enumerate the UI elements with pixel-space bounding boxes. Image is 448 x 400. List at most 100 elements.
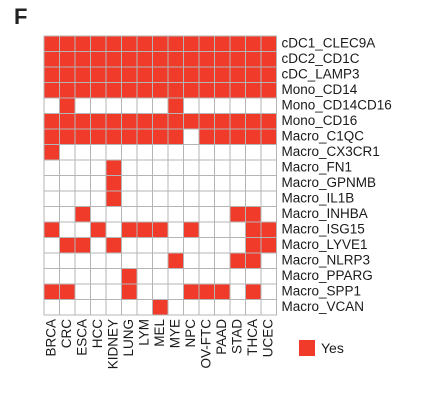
heatmap-cell [198,221,215,238]
column-label: LYM [136,319,151,346]
heatmap-cell [136,175,153,192]
heatmap-cell [43,144,60,161]
row-label: Mono_CD16 [282,113,358,128]
heatmap-cell [198,35,215,52]
heatmap-cell [183,128,200,145]
row-label: Macro_SPP1 [282,283,362,298]
heatmap-cell [183,237,200,254]
column-label: THCA [245,319,260,356]
heatmap-cell [229,51,246,68]
row-label: Macro_NLRP3 [282,252,371,267]
heatmap-cell [136,299,153,316]
heatmap-cells [43,35,277,316]
heatmap-cell [260,237,277,254]
column-label: UCEC [260,319,275,358]
heatmap-cell [105,159,122,176]
heatmap-cell [167,252,184,269]
heatmap-cell [183,159,200,176]
heatmap-cell [74,113,91,130]
heatmap-cell [121,299,138,316]
heatmap-cell [198,113,215,130]
heatmap-cell [105,35,122,52]
column-label: KIDNEY [105,319,120,369]
heatmap-cell [245,206,262,223]
heatmap-cell [183,221,200,238]
heatmap-cell [183,190,200,207]
heatmap-cell [214,206,231,223]
heatmap-cell [152,283,169,300]
heatmap-cell [136,268,153,285]
heatmap-cell [43,283,60,300]
heatmap-cell [198,159,215,176]
heatmap-cell [90,237,107,254]
panel-letter: F [14,4,28,29]
row-label: Macro_CX3CR1 [282,144,380,159]
heatmap-cell [74,268,91,285]
heatmap-cell [183,35,200,52]
legend-swatch-yes [299,340,315,356]
heatmap-cell [59,268,76,285]
heatmap-cell [152,252,169,269]
heatmap-cell [136,144,153,161]
heatmap-cell [90,190,107,207]
heatmap-cell [198,190,215,207]
row-label: Macro_IL1B [282,190,355,205]
heatmap-cell [59,51,76,68]
heatmap-cell [214,221,231,238]
heatmap-cell [167,128,184,145]
heatmap-cell [260,252,277,269]
heatmap-cell [183,299,200,316]
heatmap-cell [229,159,246,176]
heatmap-cell [167,237,184,254]
heatmap-cell [183,175,200,192]
heatmap-cell [229,299,246,316]
heatmap-cell [245,144,262,161]
heatmap-cell [136,128,153,145]
heatmap-cell [198,82,215,99]
heatmap-cell [198,252,215,269]
heatmap-cell [167,206,184,223]
heatmap-cell [121,252,138,269]
heatmap-cell [245,252,262,269]
row-label: Macro_VCAN [282,299,365,314]
column-label: MEL [152,319,167,347]
heatmap-cell [59,66,76,83]
heatmap-cell [74,35,91,52]
heatmap-cell [43,252,60,269]
heatmap-cell [59,237,76,254]
column-label: HCC [90,319,105,348]
heatmap-cell [183,268,200,285]
heatmap-cell [43,206,60,223]
row-label: Macro_INHBA [282,206,368,221]
heatmap-cell [43,159,60,176]
row-label: Macro_GPNMB [282,175,377,190]
heatmap-cell [245,51,262,68]
heatmap-cell [152,206,169,223]
heatmap-cell [198,175,215,192]
heatmap-cell [136,283,153,300]
heatmap-cell [214,128,231,145]
heatmap-cell [152,144,169,161]
heatmap-cell [245,221,262,238]
heatmap-cell [74,206,91,223]
heatmap-cell [43,299,60,316]
heatmap-cell [152,159,169,176]
heatmap-cell [105,283,122,300]
heatmap-cell [90,283,107,300]
heatmap-cell [229,268,246,285]
heatmap-cell [260,206,277,223]
heatmap-cell [214,51,231,68]
heatmap-cell [260,66,277,83]
heatmap-cell [229,144,246,161]
heatmap-cell [229,175,246,192]
heatmap-cell [43,35,60,52]
heatmap-cell [59,206,76,223]
heatmap-cell [43,97,60,114]
heatmap-cell [90,128,107,145]
heatmap-cell [152,113,169,130]
heatmap-cell [74,144,91,161]
column-label: OV-FTC [198,319,213,369]
heatmap-cell [245,97,262,114]
heatmap-cell [121,190,138,207]
heatmap-cell [167,82,184,99]
